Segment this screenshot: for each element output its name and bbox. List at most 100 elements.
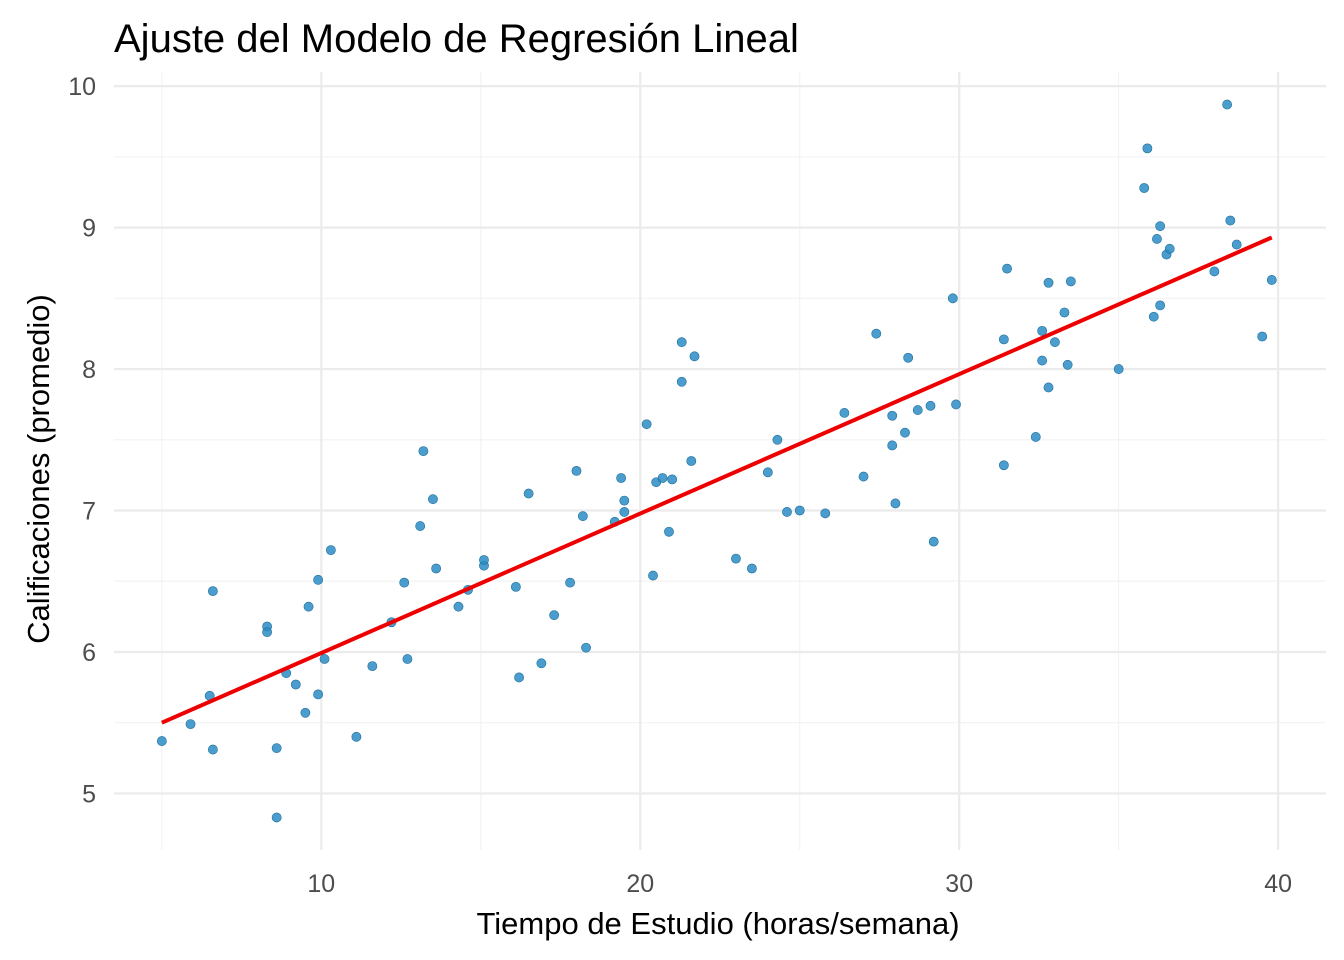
data-point-94 [1209, 266, 1220, 277]
data-point-51 [686, 456, 697, 466]
data-point-53 [731, 553, 741, 564]
data-point-71 [947, 293, 958, 304]
data-point-41 [619, 495, 630, 506]
data-point-13 [313, 574, 324, 585]
data-point-40 [616, 473, 627, 483]
data-points [156, 99, 1277, 823]
data-point-76 [1030, 432, 1041, 442]
data-point-84 [1065, 276, 1076, 287]
data-point-64 [887, 440, 898, 451]
data-point-15 [319, 654, 330, 664]
data-point-60 [839, 408, 850, 418]
data-point-46 [657, 473, 668, 483]
data-point-95 [1222, 99, 1233, 110]
regression-line-group [161, 235, 1273, 725]
data-point-68 [912, 405, 923, 415]
data-point-63 [887, 410, 898, 421]
data-point-29 [479, 555, 489, 565]
data-point-47 [664, 526, 674, 537]
data-point-32 [523, 488, 534, 499]
data-point-66 [900, 427, 910, 438]
data-point-83 [1062, 359, 1073, 370]
data-point-12 [303, 601, 314, 612]
data-point-89 [1152, 234, 1162, 244]
data-point-22 [415, 521, 426, 531]
x-tick-label-0: 10 [307, 870, 335, 898]
x-tick-label-3: 40 [1264, 870, 1292, 898]
data-point-69 [925, 400, 936, 411]
data-point-99 [1266, 275, 1277, 285]
data-point-43 [641, 419, 652, 430]
data-point-81 [1049, 337, 1060, 348]
data-point-24 [428, 494, 438, 505]
y-tick-labels: 5 6 7 8 9 10 [68, 73, 96, 808]
data-point-79 [1043, 277, 1054, 288]
data-point-80 [1043, 382, 1054, 393]
data-point-20 [399, 577, 410, 588]
x-axis-label: Tiempo de Estudio (horas/semana) [476, 906, 959, 941]
data-point-54 [746, 563, 757, 574]
data-point-38 [581, 642, 591, 653]
data-point-49 [676, 337, 687, 348]
data-point-61 [858, 471, 869, 482]
data-point-42 [619, 507, 630, 517]
data-point-78 [1037, 355, 1048, 366]
y-tick-label-3: 8 [82, 356, 96, 384]
y-tick-label-0: 5 [82, 780, 96, 808]
data-point-97 [1231, 239, 1242, 250]
data-point-30 [510, 581, 521, 592]
data-point-57 [782, 507, 792, 517]
data-point-59 [820, 508, 831, 519]
data-point-58 [794, 505, 805, 516]
data-point-98 [1257, 331, 1268, 342]
data-point-0 [156, 736, 167, 746]
data-point-88 [1148, 311, 1159, 322]
data-point-50 [676, 376, 687, 387]
data-point-8 [271, 812, 282, 823]
x-tick-label-1: 20 [626, 870, 654, 898]
data-point-72 [951, 399, 961, 410]
regression-line [161, 235, 1273, 725]
data-point-3 [207, 744, 218, 755]
data-point-90 [1155, 221, 1166, 232]
data-point-17 [351, 731, 362, 742]
data-point-36 [571, 466, 582, 476]
data-point-25 [431, 563, 442, 574]
data-point-1 [185, 719, 196, 730]
data-point-14 [313, 689, 324, 700]
data-point-87 [1142, 143, 1153, 154]
data-point-6 [262, 627, 272, 638]
data-point-37 [577, 511, 588, 522]
data-point-10 [290, 679, 301, 690]
data-point-91 [1155, 300, 1166, 311]
x-tick-labels: 10 20 30 40 [307, 870, 1292, 898]
y-tick-label-4: 9 [82, 215, 96, 243]
data-point-35 [565, 577, 575, 588]
data-point-56 [772, 434, 783, 445]
chart-title: Ajuste del Modelo de Regresión Lineal [114, 17, 799, 61]
data-point-65 [890, 498, 901, 509]
y-tick-label-2: 7 [82, 498, 96, 526]
data-point-62 [871, 328, 882, 339]
data-point-11 [300, 707, 311, 718]
data-point-55 [762, 467, 773, 478]
data-point-26 [453, 601, 464, 612]
x-tick-label-2: 30 [945, 870, 973, 898]
data-point-23 [418, 446, 429, 456]
data-point-48 [667, 474, 678, 485]
data-point-85 [1113, 364, 1124, 374]
data-point-33 [536, 658, 547, 669]
y-tick-label-5: 10 [68, 73, 96, 101]
data-point-4 [207, 586, 218, 597]
data-point-96 [1225, 215, 1236, 226]
data-point-21 [402, 654, 413, 664]
data-point-70 [928, 536, 939, 547]
data-point-34 [549, 610, 560, 621]
data-point-74 [998, 334, 1009, 345]
y-tick-label-1: 6 [82, 639, 96, 667]
data-point-52 [689, 351, 700, 362]
data-point-77 [1037, 325, 1048, 336]
data-point-86 [1139, 183, 1150, 193]
data-point-16 [325, 545, 336, 556]
